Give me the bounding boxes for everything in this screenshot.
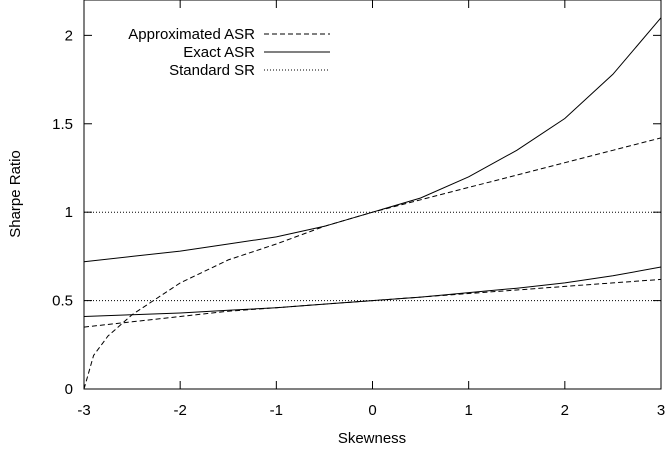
x-tick-label: 2 (561, 402, 569, 419)
series-line-dashed-2 (83, 278, 662, 328)
series-line-solid-1 (83, 17, 662, 263)
series-line-solid-3 (83, 266, 662, 317)
y-tick-label: 0.5 (52, 293, 73, 310)
plot-frame (83, 0, 662, 390)
legend: Approximated ASR Exact ASR Standard SR (128, 26, 330, 79)
legend-label-approximated-asr: Approximated ASR (128, 26, 255, 43)
x-tick-label: 1 (464, 402, 472, 419)
y-tick-label: 2 (65, 27, 73, 44)
x-axis-label: Skewness (338, 430, 406, 447)
y-tick-label: 1.5 (52, 116, 73, 133)
x-tick-label: -2 (173, 402, 186, 419)
tick-layer: -3 -2 -1 0 1 2 3 0 0.5 1 1.5 2 (52, 0, 665, 419)
legend-label-exact-asr: Exact ASR (183, 44, 255, 61)
x-tick-label: -3 (77, 402, 90, 419)
legend-label-standard-sr: Standard SR (169, 62, 255, 79)
y-tick-label: 0 (65, 381, 73, 398)
x-tick-label: 3 (657, 402, 665, 419)
y-tick-label: 1 (65, 204, 73, 221)
series-layer (83, 17, 662, 390)
y-axis-label: Sharpe Ratio (7, 150, 24, 238)
x-tick-label: -1 (270, 402, 283, 419)
series-line-dashed-0 (83, 137, 662, 390)
x-tick-label: 0 (368, 402, 376, 419)
